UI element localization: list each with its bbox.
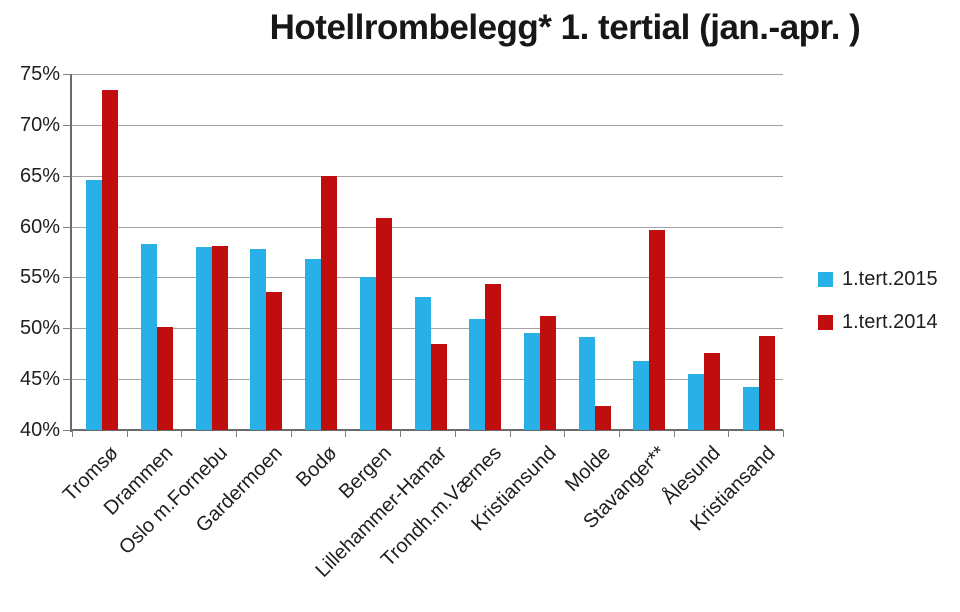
x-tick — [783, 430, 784, 437]
bar — [523, 333, 540, 430]
bar — [321, 175, 338, 430]
chart-title: Hotellrombelegg* 1. tertial (jan.-apr. ) — [269, 8, 861, 47]
y-tick — [63, 124, 71, 126]
legend: 1.tert.2015 1.tert.2014 — [818, 268, 938, 354]
legend-label-2014: 1.tert.2014 — [842, 311, 938, 333]
x-axis-category-label: Bodø — [292, 442, 342, 492]
bar — [157, 327, 174, 430]
y-tick — [63, 379, 71, 381]
x-tick — [345, 430, 347, 437]
x-tick — [673, 430, 675, 437]
legend-item-2015: 1.tert.2015 — [818, 268, 938, 291]
x-tick — [236, 430, 238, 437]
y-axis-tick-label: 65% — [19, 164, 60, 187]
bar — [649, 229, 666, 430]
x-tick — [126, 430, 128, 437]
legend-item-2014: 1.tert.2014 — [818, 311, 938, 334]
x-tick — [454, 430, 456, 437]
bar — [742, 387, 759, 430]
y-tick — [63, 74, 71, 75]
gridline — [72, 124, 783, 126]
y-tick — [63, 226, 71, 228]
bar — [102, 90, 119, 430]
y-tick — [63, 175, 71, 177]
bar — [578, 337, 595, 430]
bar — [141, 243, 158, 430]
y-axis-tick-label: 50% — [19, 317, 60, 340]
bar — [758, 336, 775, 430]
bar — [211, 245, 228, 430]
y-axis-tick-label: 70% — [19, 113, 60, 136]
legend-swatch-2015 — [818, 272, 833, 287]
bar — [633, 360, 650, 430]
bar — [469, 319, 486, 430]
legend-swatch-2014 — [818, 315, 833, 330]
y-axis-tick-label: 75% — [19, 63, 60, 85]
y-axis-tick-label: 55% — [19, 266, 60, 289]
bar — [195, 246, 212, 430]
gridline — [72, 226, 783, 228]
x-tick — [728, 430, 730, 437]
gridline — [72, 277, 783, 279]
bar — [485, 283, 502, 430]
x-tick — [181, 430, 183, 437]
bar — [250, 248, 267, 430]
x-tick — [290, 430, 292, 437]
x-tick — [400, 430, 402, 437]
x-tick — [618, 430, 620, 437]
x-tick — [564, 430, 566, 437]
bar — [359, 277, 376, 430]
bar — [430, 343, 447, 430]
x-axis-line — [70, 429, 783, 431]
y-tick — [63, 277, 71, 279]
bar — [375, 218, 392, 430]
y-axis-line — [70, 74, 72, 432]
legend-label-2015: 1.tert.2015 — [842, 268, 938, 290]
x-tick — [509, 430, 511, 437]
bar — [594, 405, 611, 430]
gridline — [72, 74, 783, 75]
y-axis-tick-label: 45% — [19, 368, 60, 391]
bar — [703, 352, 720, 430]
bar — [687, 374, 704, 430]
gridline — [72, 175, 783, 177]
bar — [86, 179, 103, 430]
bar — [266, 291, 283, 430]
y-tick — [63, 328, 71, 330]
plot-area — [70, 74, 783, 432]
bar — [414, 296, 431, 430]
bar — [305, 259, 322, 430]
y-axis-tick-label: 40% — [19, 419, 60, 441]
x-tick — [72, 430, 73, 437]
y-axis-tick-label: 60% — [19, 215, 60, 238]
y-tick — [63, 430, 71, 431]
bar — [539, 316, 556, 430]
